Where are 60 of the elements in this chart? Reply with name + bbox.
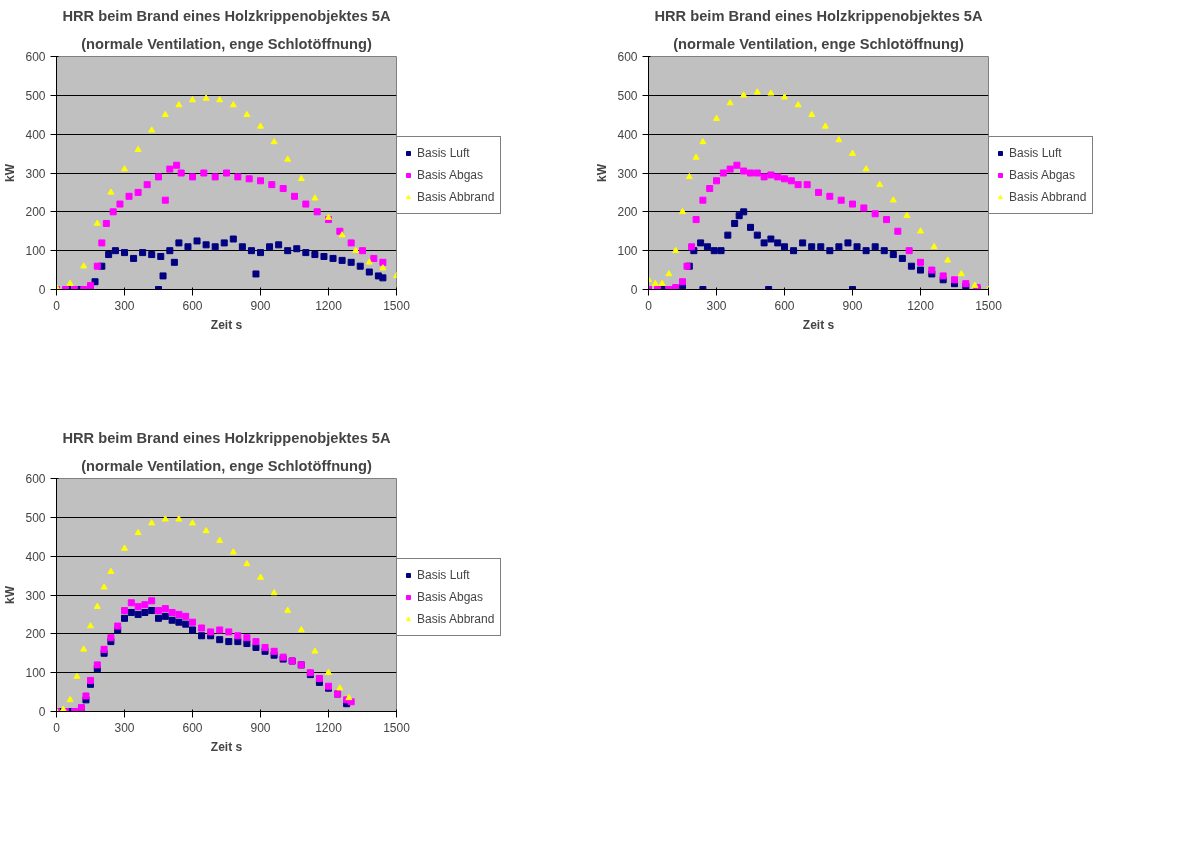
- chart-title: HRR beim Brand eines Holzkrippenobjektes 5A: [62, 429, 392, 446]
- x-tick-label: 600: [182, 298, 203, 313]
- x-tick-label: 900: [250, 720, 271, 735]
- y-axis-title: kW: [595, 163, 610, 182]
- y-axis-title: kW: [3, 585, 18, 604]
- y-tick-label: 0: [38, 705, 46, 719]
- x-tick-label: 1200: [907, 298, 935, 313]
- y-tick-label: 500: [25, 510, 46, 525]
- x-tick-label: 300: [114, 298, 135, 313]
- x-tick-label: 0: [53, 298, 61, 313]
- y-tick-label: 0: [38, 283, 46, 297]
- legend-label: Basis Luft: [417, 146, 470, 160]
- legend-label: Basis Abbrand: [417, 612, 495, 626]
- x-tick-label: 1500: [975, 298, 1003, 313]
- chart-title: HRR beim Brand eines Holzkrippenobjektes 5A: [654, 7, 984, 24]
- x-tick-label: 1200: [315, 298, 343, 313]
- y-tick-label: 200: [617, 205, 638, 220]
- y-tick-label: 300: [25, 166, 46, 181]
- x-tick-label: 900: [842, 298, 863, 313]
- x-tick-label: 0: [53, 720, 61, 735]
- x-axis-title: Zeit s: [210, 739, 243, 754]
- y-tick-label: 500: [25, 88, 46, 103]
- y-tick-label: 100: [617, 244, 638, 259]
- legend-label: Basis Abgas: [417, 168, 484, 182]
- y-tick-label: 300: [617, 166, 638, 181]
- x-tick-label: 600: [774, 298, 795, 313]
- legend-label: Basis Luft: [417, 568, 470, 582]
- x-tick-label: 600: [182, 720, 203, 735]
- legend-label: Basis Abbrand: [1009, 190, 1087, 204]
- x-tick-label: 300: [706, 298, 727, 313]
- x-tick-label: 1500: [383, 298, 411, 313]
- y-tick-label: 100: [25, 244, 46, 259]
- y-tick-label: 200: [25, 205, 46, 220]
- x-axis-title: Zeit s: [210, 317, 243, 332]
- y-tick-label: 600: [25, 472, 46, 486]
- y-tick-label: 600: [25, 50, 46, 64]
- x-tick-label: 1200: [315, 720, 343, 735]
- y-tick-label: 400: [617, 127, 638, 142]
- y-axis-title: kW: [3, 163, 18, 182]
- y-tick-label: 0: [630, 283, 638, 297]
- y-tick-label: 300: [25, 588, 46, 603]
- legend-label: Basis Abgas: [417, 590, 484, 604]
- chart-subtitle: (normale Ventilation, enge Schlotöffnung): [81, 35, 372, 52]
- y-tick-label: 400: [25, 549, 46, 564]
- chart-subtitle: (normale Ventilation, enge Schlotöffnung): [673, 35, 964, 52]
- y-tick-label: 200: [25, 627, 46, 642]
- x-tick-label: 1500: [383, 720, 411, 735]
- legend-label: Basis Luft: [1009, 146, 1062, 160]
- y-tick-label: 500: [617, 88, 638, 103]
- x-tick-label: 0: [645, 298, 653, 313]
- y-tick-label: 400: [25, 127, 46, 142]
- chart-title: HRR beim Brand eines Holzkrippenobjektes 5A: [62, 7, 392, 24]
- x-tick-label: 900: [250, 298, 271, 313]
- x-tick-label: 300: [114, 720, 135, 735]
- chart-subtitle: (normale Ventilation, enge Schlotöffnung): [81, 457, 372, 474]
- y-tick-label: 600: [617, 50, 638, 64]
- legend-label: Basis Abbrand: [417, 190, 495, 204]
- y-tick-label: 100: [25, 666, 46, 681]
- x-axis-title: Zeit s: [802, 317, 835, 332]
- legend-label: Basis Abgas: [1009, 168, 1076, 182]
